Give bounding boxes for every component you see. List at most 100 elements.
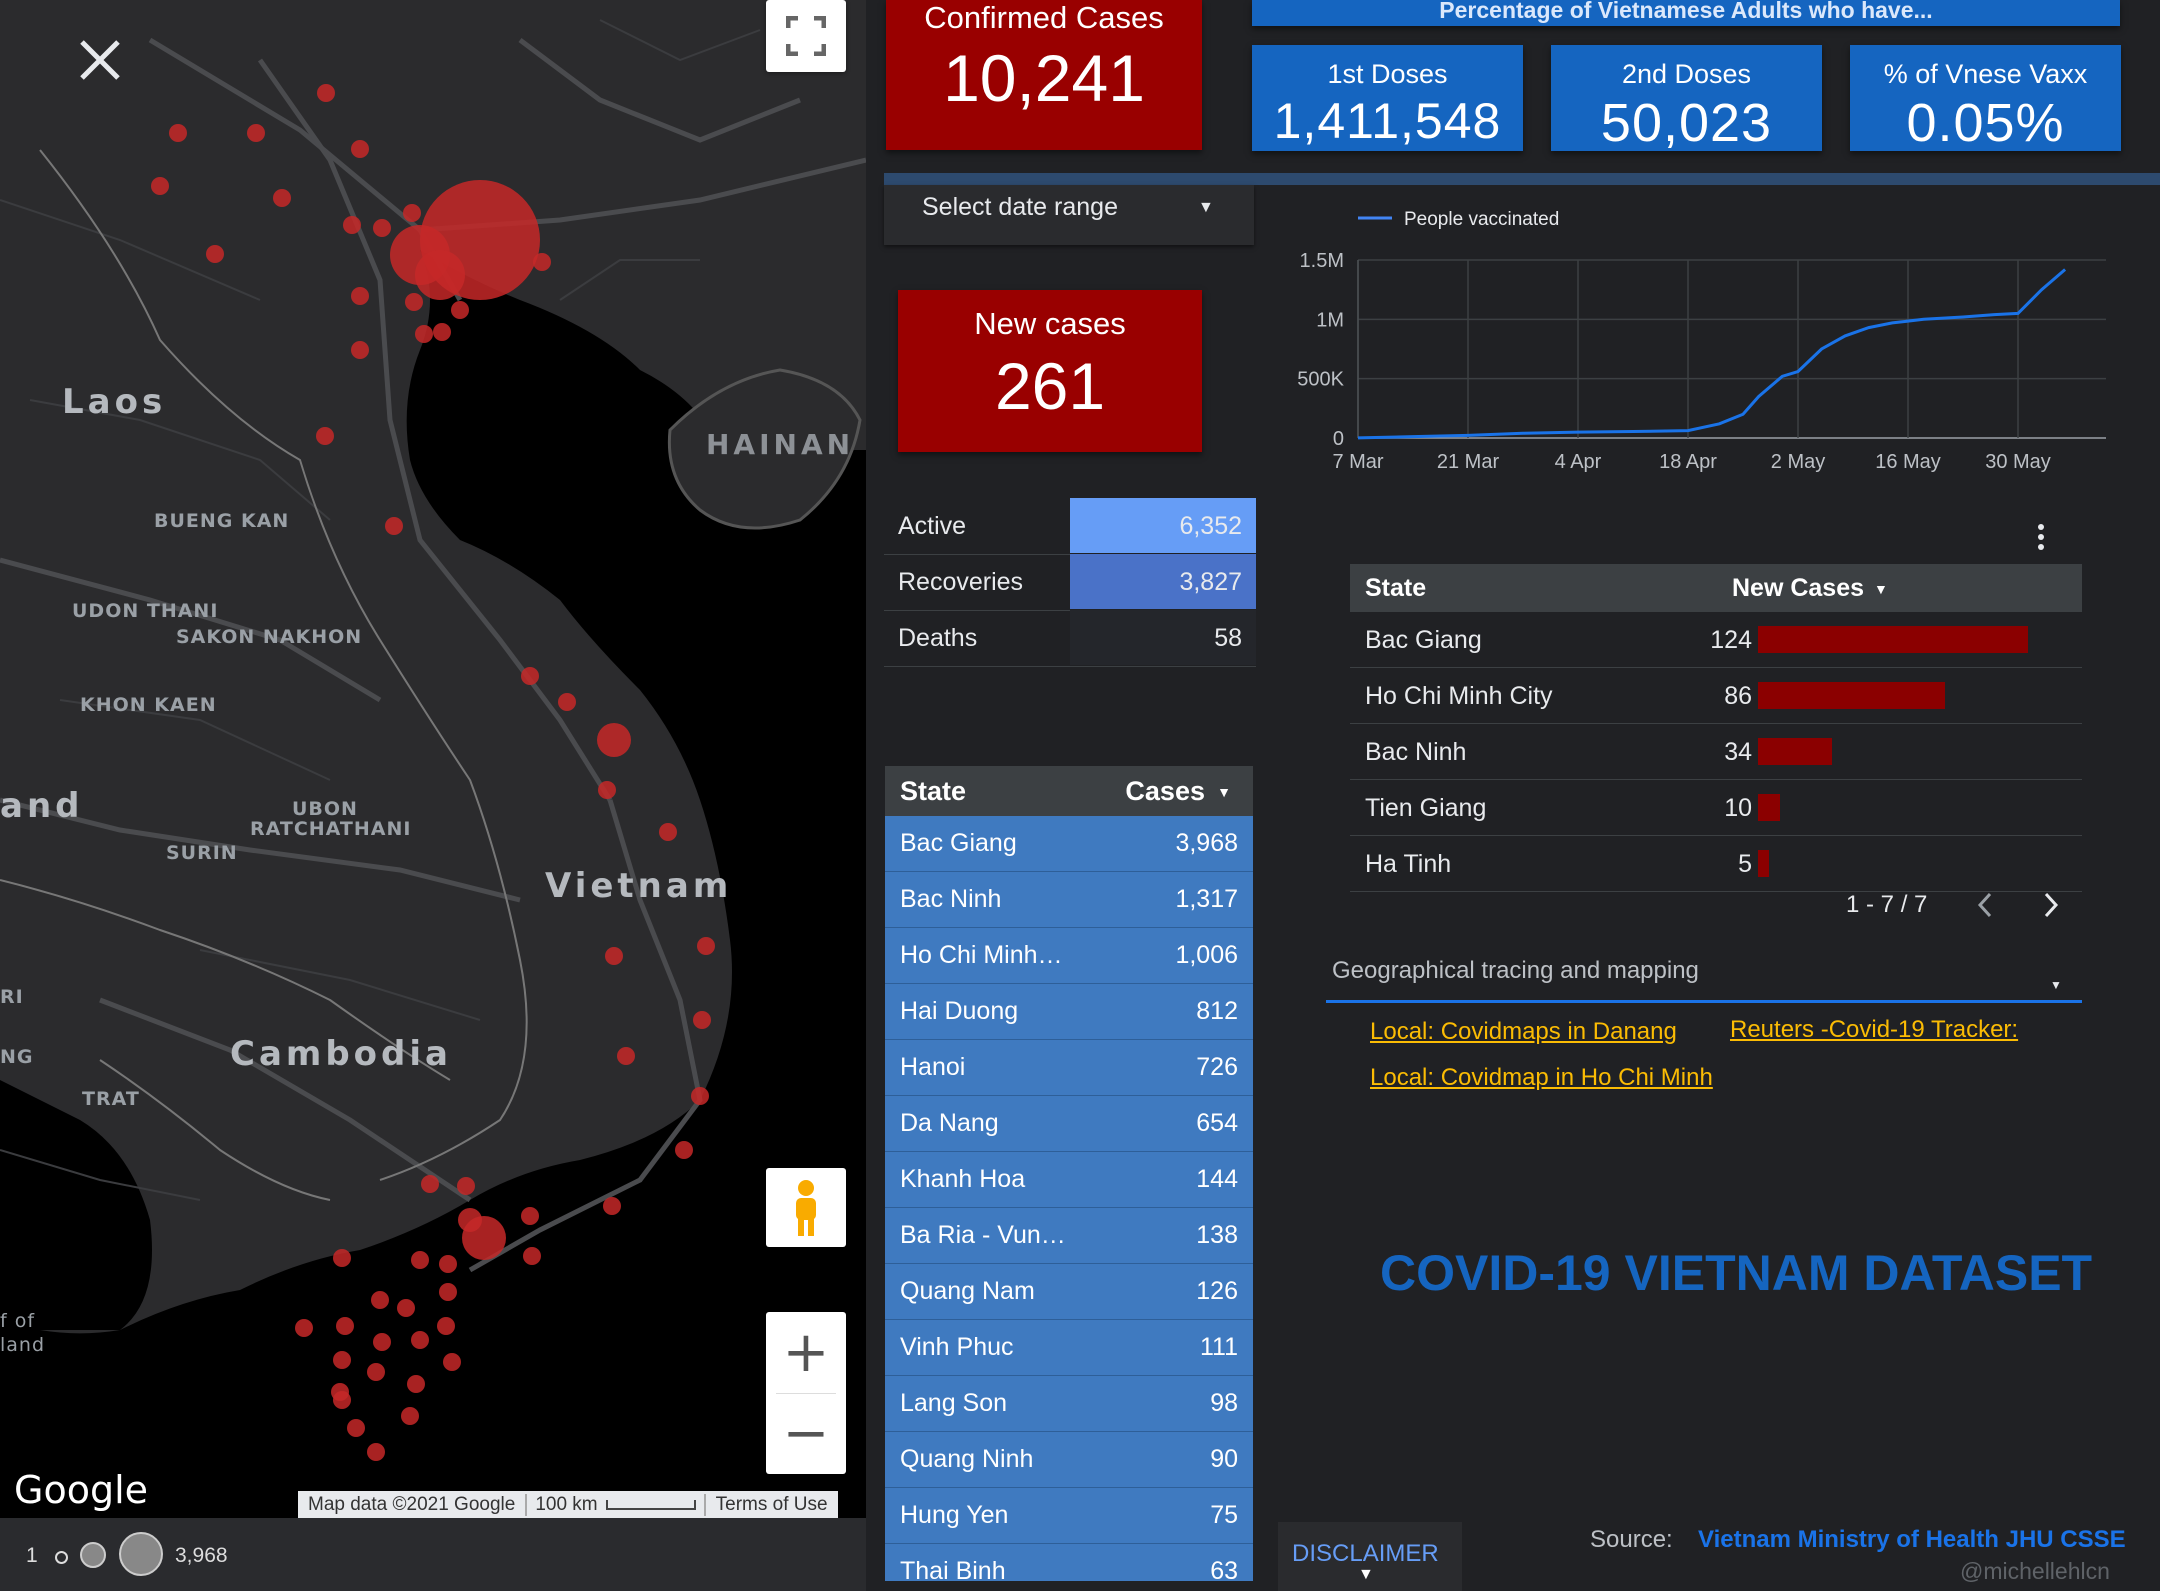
prev-page-icon[interactable] <box>1970 888 2000 922</box>
label-sakon-nakhon: SAKON NAKHON <box>176 626 363 648</box>
row-new-cases: 34 <box>1724 738 1752 766</box>
map-panel[interactable]: Laos HAINAN Vietnam Cambodia and BUENG K… <box>0 0 866 1591</box>
geo-tracing-label: Geographical tracing and mapping <box>1332 957 1699 984</box>
link-reuters-tracker[interactable]: Reuters -Covid-19 Tracker: <box>1730 1016 2019 1043</box>
row-cases: 75 <box>1210 1501 1238 1529</box>
geo-tracing-dropdown[interactable]: Geographical tracing and mapping ▼ <box>1326 948 2082 1003</box>
table-row[interactable]: Da Nang 654 <box>885 1096 1253 1152</box>
new-cases-col-state[interactable]: State <box>1365 574 1427 602</box>
row-state: Hung Yen <box>900 1501 1009 1529</box>
fullscreen-icon <box>786 16 826 56</box>
x-tick-label: 2 May <box>1771 451 1825 473</box>
table-row[interactable]: Ha Tinh 5 <box>1350 836 2082 892</box>
legend-label: People vaccinated <box>1404 209 1559 230</box>
row-bar <box>1758 682 1945 709</box>
table-row[interactable]: Vinh Phuc 111 <box>885 1320 1253 1376</box>
table-row[interactable]: Thai Binh 63 <box>885 1544 1253 1581</box>
row-state: Ho Chi Minh City <box>1365 682 1553 710</box>
disclaimer-button[interactable]: DISCLAIMER ▼ <box>1278 1522 1462 1591</box>
table-row[interactable]: Tien Giang 10 <box>1350 780 2082 836</box>
new-cases-label: New cases <box>974 306 1126 341</box>
close-icon[interactable] <box>74 34 126 86</box>
row-bar <box>1758 850 1769 877</box>
fullscreen-button[interactable] <box>766 0 846 72</box>
map-attribution: Map data ©2021 Google 100 km Terms of Us… <box>298 1491 838 1519</box>
row-cases: 1,006 <box>1175 941 1238 969</box>
status-row-recoveries: Recoveries 3,827 <box>884 554 1256 611</box>
source-value[interactable]: Vietnam Ministry of Health JHU CSSE <box>1698 1526 2126 1553</box>
series-line-people-vaccinated <box>1357 268 2067 440</box>
pct-vaxx-value: 0.05% <box>1906 93 2065 153</box>
legend-circle-small <box>55 1551 68 1564</box>
terms-of-use-link[interactable]: Terms of Use <box>715 1494 828 1515</box>
new-cases-value: 261 <box>994 349 1106 423</box>
row-bar <box>1758 626 2028 653</box>
row-cases: 63 <box>1210 1557 1238 1581</box>
watermark: @michellehlcn <box>1960 1558 2110 1584</box>
pegman-button[interactable] <box>766 1168 846 1247</box>
next-page-icon[interactable] <box>2036 888 2066 922</box>
row-state: Ho Chi Minh… <box>900 941 1063 969</box>
y-tick-label: 500K <box>1297 369 1344 391</box>
status-value: 58 <box>1214 624 1242 652</box>
row-state: Bac Ninh <box>900 885 1002 913</box>
table-row[interactable]: Ho Chi Minh City 86 <box>1350 668 2082 724</box>
date-range-select[interactable]: Select date range ▼ <box>884 185 1254 245</box>
zoom-in-button[interactable]: + <box>782 1320 830 1385</box>
label-ri-fragment: RI <box>0 986 24 1008</box>
row-new-cases: 10 <box>1724 794 1752 822</box>
table-row[interactable]: Quang Nam 126 <box>885 1264 1253 1320</box>
row-state: Bac Ninh <box>1365 738 1467 766</box>
table-row[interactable]: Hanoi 726 <box>885 1040 1253 1096</box>
sort-desc-icon[interactable]: ▼ <box>1217 784 1231 800</box>
map-scale: 100 km <box>527 1494 706 1516</box>
y-tick-label: 1M <box>1316 309 1344 331</box>
cases-table[interactable]: State Cases ▼ Bac Giang 3,968 Bac Ninh 1,31… <box>885 766 1253 1581</box>
row-bar <box>1758 794 1780 821</box>
table-row[interactable]: Ba Ria - Vun… 138 <box>885 1208 1253 1264</box>
row-state: Bac Giang <box>900 829 1017 857</box>
vaccination-line-chart[interactable]: People vaccinated 0 500K 1M 1.5M 7 Mar 21 Ma… <box>1270 196 2120 486</box>
table-row[interactable]: Bac Ninh 1,317 <box>885 872 1253 928</box>
table-row[interactable]: Bac Giang 124 <box>1350 612 2082 668</box>
row-cases: 812 <box>1196 997 1238 1025</box>
sort-desc-icon[interactable]: ▼ <box>1874 581 1888 597</box>
label-khon-kaen: KHON KAEN <box>80 694 217 716</box>
row-cases: 144 <box>1196 1165 1238 1193</box>
row-state: Lang Son <box>900 1389 1008 1417</box>
new-cases-col-value[interactable]: New Cases <box>1732 574 1865 602</box>
label-ubon-2: RATCHATHANI <box>250 818 412 840</box>
table-row[interactable]: Bac Ninh 34 <box>1350 724 2082 780</box>
vaccination-header: Percentage of Vietnamese Adults who have… <box>1252 0 2120 26</box>
table-row[interactable]: Bac Giang 3,968 <box>885 816 1253 872</box>
row-cases: 138 <box>1196 1221 1238 1249</box>
x-tick-label: 16 May <box>1875 451 1941 473</box>
second-doses-label: 2nd Doses <box>1621 59 1752 89</box>
caret-down-icon: ▼ <box>1358 1566 1374 1583</box>
second-doses-value: 50,023 <box>1600 93 1773 153</box>
table-row[interactable]: Ho Chi Minh… 1,006 <box>885 928 1253 984</box>
table-row[interactable]: Quang Ninh 90 <box>885 1432 1253 1488</box>
label-ng-fragment: NG <box>0 1046 34 1068</box>
table-row[interactable]: Hai Duong 812 <box>885 984 1253 1040</box>
cases-col-state[interactable]: State <box>900 776 967 806</box>
table-row[interactable]: Hung Yen 75 <box>885 1488 1253 1544</box>
pct-vaxx-label: % of Vnese Vaxx <box>1883 59 2088 89</box>
link-covidmap-hcm[interactable]: Local: Covidmap in Ho Chi Minh <box>1370 1064 1713 1091</box>
link-covidmaps-danang[interactable]: Local: Covidmaps in Danang <box>1370 1018 1677 1045</box>
zoom-out-button[interactable]: − <box>782 1401 830 1466</box>
row-cases: 111 <box>1199 1333 1238 1361</box>
cases-col-cases[interactable]: Cases <box>1125 776 1205 806</box>
label-vietnam: Vietnam <box>545 866 733 906</box>
y-tick-label: 0 <box>1333 428 1344 450</box>
row-cases: 726 <box>1196 1053 1238 1081</box>
status-bar <box>1070 610 1256 665</box>
status-name: Active <box>898 512 967 540</box>
table-row[interactable]: Khanh Hoa 144 <box>885 1152 1253 1208</box>
table-row[interactable]: Lang Son 98 <box>885 1376 1253 1432</box>
more-options-icon[interactable] <box>2036 522 2046 552</box>
label-bueng-kan: BUENG KAN <box>154 510 290 532</box>
status-row-active: Active 6,352 <box>884 498 1256 555</box>
map-legend: 1 3,968 <box>0 1518 866 1591</box>
y-tick-label: 1.5M <box>1300 250 1344 272</box>
